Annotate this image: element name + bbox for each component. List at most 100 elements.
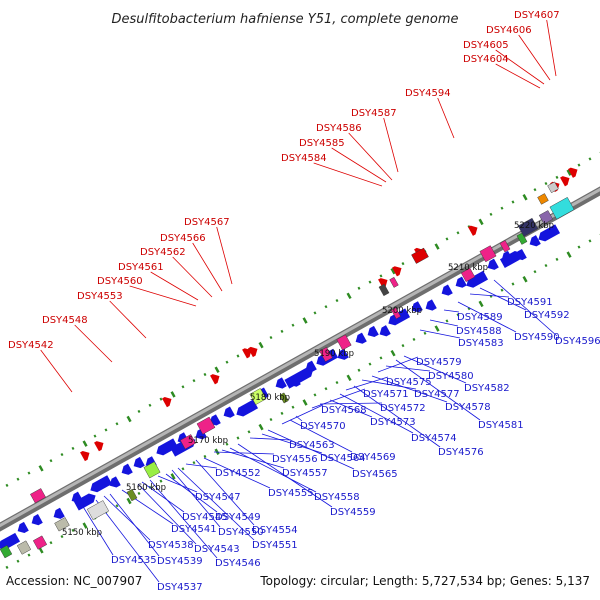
forward-leader-line [331, 147, 387, 183]
forward-gene-label: DSY4560 [97, 276, 143, 287]
tick-mark [203, 372, 207, 377]
reverse-gene-arrow [156, 438, 179, 456]
reverse-leader-line [237, 443, 333, 508]
reverse-gene-arrow [53, 507, 65, 519]
reverse-gene-arrow [355, 332, 367, 344]
kbp-label: 5200 kbp [382, 306, 422, 316]
tick-mark [27, 471, 31, 475]
reverse-gene-label: DSY4564 [320, 453, 366, 464]
tick-mark [423, 331, 427, 335]
tick-mark [181, 467, 185, 471]
forward-gene-label: DSY4566 [160, 233, 206, 244]
forward-leader-line [495, 63, 541, 89]
feature-box [517, 217, 539, 237]
reverse-gene-arrow [367, 325, 379, 338]
tick-mark [27, 553, 31, 557]
tick-mark [500, 206, 504, 210]
tick-mark [324, 305, 328, 309]
kbp-scale-labels: 5150 kbp 5160 kbp 5170 kbp 5180 kbp 5190 kbp… [62, 221, 554, 538]
tick-mark [566, 169, 572, 176]
feature-box [54, 517, 70, 532]
tick-mark [434, 325, 440, 332]
tick-mark [60, 452, 64, 457]
tick-mark [357, 286, 361, 290]
tick-mark [302, 317, 308, 324]
tick-mark [588, 157, 592, 161]
forward-leader-line [518, 34, 551, 81]
tick-mark [71, 528, 75, 532]
reverse-gene-label: DSY4588 [456, 326, 502, 337]
tick-mark [225, 360, 229, 364]
reverse-leader-line [171, 469, 221, 528]
reverse-gene-labels: DSY4535DSY4537DSY4538DSY4539DSY4541DSY45… [111, 297, 600, 593]
feature-box [86, 500, 110, 521]
forward-gene-label: DSY4542 [8, 340, 54, 351]
reverse-gene-label: DSY4576 [438, 447, 484, 458]
feature-box [279, 392, 289, 404]
reverse-leader-line [371, 375, 448, 403]
forward-leader-line [129, 285, 197, 307]
forward-gene-arrow [568, 167, 578, 178]
reverse-leader-line [469, 293, 510, 298]
reverse-gene-block [499, 250, 522, 268]
reverse-gene-label: DSY4571 [363, 389, 409, 400]
reverse-gene-arrow [529, 235, 541, 247]
reverse-gene-label: DSY4558 [314, 492, 360, 503]
tick-mark [225, 442, 229, 446]
feature-box [479, 245, 497, 263]
forward-gene-label: DSY4606 [486, 25, 532, 36]
tick-mark [445, 319, 449, 323]
forward-gene-arrow [80, 450, 90, 462]
forward-gene-labels: DSY4542 DSY4548 DSY4553 DSY4560 DSY4561 DSY45… [8, 10, 560, 351]
forward-gene-arrow [210, 374, 220, 385]
tick-mark [291, 405, 295, 409]
tick-mark [324, 387, 328, 391]
feature-box [32, 535, 48, 550]
tick-mark [280, 411, 284, 415]
forward-gene-arrow [94, 441, 104, 452]
tick-mark [313, 393, 317, 397]
reverse-gene-arrow [455, 276, 467, 288]
tick-mark [555, 257, 559, 261]
feature-box [499, 240, 511, 253]
reverse-leader-line [229, 447, 317, 493]
forward-gene-label: DSY4567 [184, 217, 230, 228]
reverse-gene-arrow [109, 476, 121, 488]
tick-mark [522, 276, 528, 283]
tick-mark [302, 399, 308, 406]
tick-mark [159, 479, 163, 483]
forward-leader-line [383, 117, 399, 173]
forward-leader-line [74, 324, 113, 363]
reverse-gene-arrow [379, 325, 391, 337]
kbp-label: 5150 kbp [62, 528, 102, 538]
reverse-gene-label: DSY4575 [386, 377, 432, 388]
forward-gene-arrow [242, 348, 252, 359]
tick-mark [577, 163, 581, 167]
tick-mark [16, 559, 20, 563]
reverse-leader-line [419, 329, 461, 339]
reverse-leader-line [457, 301, 517, 333]
reverse-leader-line [221, 449, 285, 469]
forward-leader-line [150, 271, 199, 301]
forward-gene-label: DSY4607 [514, 10, 560, 21]
reverse-gene-label: DSY4538 [148, 540, 194, 551]
tick-mark [159, 397, 163, 401]
reverse-gene-label: DSY4547 [195, 492, 241, 503]
tick-mark [236, 354, 240, 358]
tick-mark [346, 374, 352, 382]
reverse-gene-label: DSY4559 [330, 507, 376, 518]
tick-mark [137, 409, 141, 414]
forward-leader-line [40, 349, 73, 393]
tick-mark [379, 274, 383, 278]
forward-gene-label: DSY4604 [463, 54, 509, 65]
reverse-gene-arrow [275, 377, 287, 389]
tick-mark [588, 239, 592, 243]
tick-mark [357, 368, 361, 372]
reverse-leader-line [353, 385, 441, 448]
forward-gene-arrow [468, 225, 478, 236]
forward-gene-label: DSY4553 [77, 291, 123, 302]
reverse-gene-arrow [223, 406, 235, 418]
tick-mark [49, 541, 53, 545]
tick-mark [126, 497, 132, 505]
reverse-gene-label: DSY4573 [370, 417, 416, 428]
